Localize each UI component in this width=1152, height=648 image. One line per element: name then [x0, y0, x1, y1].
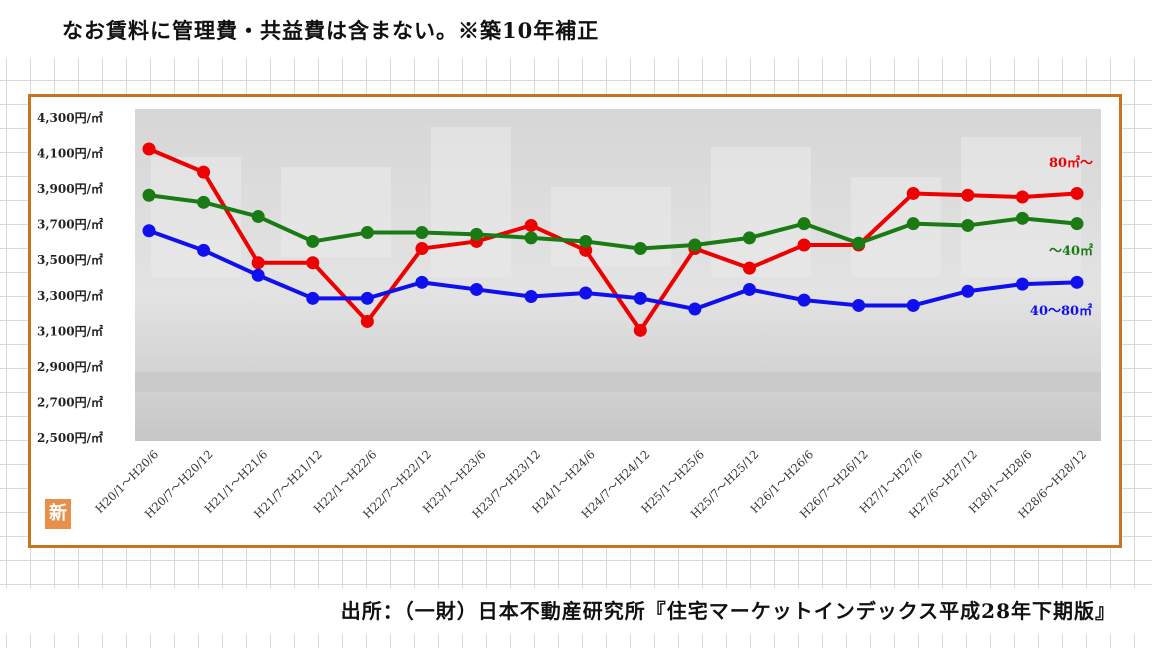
data-point: [197, 243, 211, 257]
data-point: [306, 256, 320, 270]
y-tick-label: 3,700円/㎡: [37, 217, 103, 232]
data-point: [797, 238, 811, 252]
data-point: [197, 165, 211, 179]
line-chart: 2,500円/㎡ 2,700円/㎡ 2,900円/㎡ 3,100円/㎡ 3,300円/㎡…: [37, 109, 1101, 521]
y-tick-label: 4,100円/㎡: [37, 146, 103, 161]
data-point: [524, 290, 538, 304]
plot-background: [135, 109, 1101, 441]
header-note: なお賃料に管理費・共益費は含まない。※築10年補正: [62, 14, 600, 48]
data-point: [852, 236, 866, 250]
data-point: [579, 234, 593, 248]
logo-badge: 新: [45, 499, 71, 529]
y-tick-label: 3,100円/㎡: [37, 323, 103, 338]
data-point: [524, 231, 538, 245]
series-label: 80㎡～: [1049, 155, 1093, 171]
data-point: [1015, 190, 1029, 204]
background-building: [431, 127, 511, 277]
data-point: [797, 293, 811, 307]
data-point: [470, 227, 484, 241]
chart-frame: 2,500円/㎡ 2,700円/㎡ 2,900円/㎡ 3,100円/㎡ 3,300円/㎡…: [28, 94, 1122, 548]
y-tick-label: 2,700円/㎡: [37, 394, 103, 409]
data-point: [906, 298, 920, 312]
series-lines: [142, 142, 1084, 337]
data-point: [415, 275, 429, 289]
y-tick-label: 3,300円/㎡: [37, 288, 103, 303]
background-building: [551, 187, 671, 267]
series-labels: 80㎡～ ～40㎡ 40～80㎡: [1030, 155, 1093, 319]
data-point: [688, 302, 702, 316]
series-line: [148, 228, 1078, 311]
data-point: [633, 323, 647, 337]
data-point: [142, 142, 156, 156]
data-point: [197, 195, 211, 209]
data-point: [742, 282, 756, 296]
data-point: [415, 226, 429, 240]
x-axis-ticks: H20/1～H20/6H20/7～H20/12H21/1～H21/6H21/7～…: [92, 447, 1089, 521]
data-point: [961, 284, 975, 298]
y-tick-label: 4,300円/㎡: [37, 110, 103, 125]
data-point: [797, 217, 811, 231]
data-point: [470, 282, 484, 296]
data-point: [579, 286, 593, 300]
y-axis-ticks: 2,500円/㎡ 2,700円/㎡ 2,900円/㎡ 3,100円/㎡ 3,300円/㎡…: [37, 110, 103, 445]
data-point: [251, 256, 265, 270]
background-building: [711, 147, 811, 277]
data-point: [1015, 211, 1029, 225]
data-point: [524, 218, 538, 232]
series-line: [148, 147, 1078, 333]
series-label: ～40㎡: [1049, 243, 1093, 259]
data-point: [633, 291, 647, 305]
data-point: [742, 261, 756, 275]
data-point: [1015, 277, 1029, 291]
y-tick-label: 2,900円/㎡: [37, 359, 103, 374]
series-label: 40～80㎡: [1030, 303, 1092, 319]
data-point: [360, 226, 374, 240]
data-point: [1070, 217, 1084, 231]
data-point: [415, 242, 429, 256]
background-building: [281, 167, 391, 257]
data-point: [633, 242, 647, 256]
series-line: [148, 193, 1078, 251]
data-point: [1070, 275, 1084, 289]
data-point: [688, 238, 702, 252]
y-tick-label: 3,900円/㎡: [37, 181, 103, 196]
data-point: [961, 218, 975, 232]
background-building: [151, 157, 241, 277]
data-point: [906, 186, 920, 200]
data-point: [360, 314, 374, 328]
data-point: [142, 188, 156, 202]
data-point: [579, 243, 593, 257]
y-tick-label: 2,500円/㎡: [37, 430, 103, 445]
background-road: [135, 372, 1101, 392]
data-point: [742, 231, 756, 245]
data-point: [142, 224, 156, 238]
source-note: 出所：（一財）日本不動産研究所『住宅マーケットインデックス平成28年下期版』: [340, 594, 1116, 628]
data-point: [306, 291, 320, 305]
background-building: [961, 137, 1081, 277]
data-point: [360, 291, 374, 305]
y-tick-label: 3,500円/㎡: [37, 252, 103, 267]
data-point: [961, 188, 975, 202]
data-point: [251, 268, 265, 282]
data-point: [906, 217, 920, 231]
data-point: [251, 210, 265, 224]
data-point: [852, 298, 866, 312]
data-point: [1070, 186, 1084, 200]
data-point: [306, 234, 320, 248]
